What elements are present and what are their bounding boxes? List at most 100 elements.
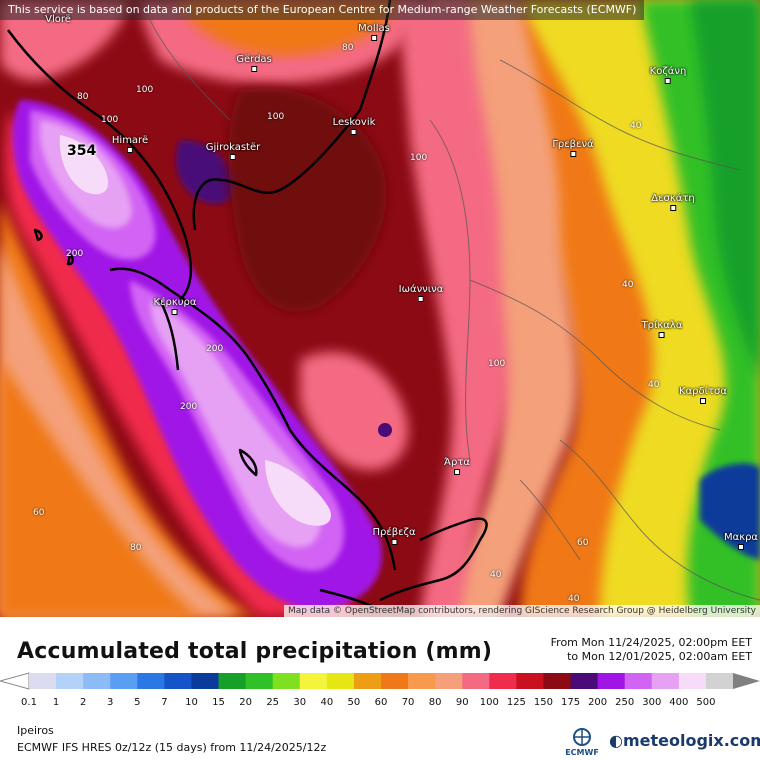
map-attribution[interactable]: Map data © OpenStreetMap contributors, r… xyxy=(284,605,760,617)
chart-title: Accumulated total precipitation (mm) xyxy=(17,639,493,664)
legend-tick-label: 70 xyxy=(401,697,415,708)
city-label[interactable]: Gërdas xyxy=(236,54,272,72)
legend-tick-label: 60 xyxy=(374,697,388,708)
contour-label: 40 xyxy=(490,570,502,580)
city-label[interactable]: Κοζάνη xyxy=(649,66,687,84)
city-name: Δεσκάτη xyxy=(651,193,695,204)
legend-swatch xyxy=(489,673,517,689)
legend-tick-label: 2 xyxy=(79,697,87,708)
city-name: Gjirokastër xyxy=(205,142,261,153)
city-marker xyxy=(664,78,671,84)
legend-swatch xyxy=(408,673,436,689)
legend-arrow-low xyxy=(0,672,30,690)
legend-tick-label: 80 xyxy=(428,697,442,708)
legend-swatch xyxy=(56,673,84,689)
contour-label: 40 xyxy=(648,380,660,390)
city-label[interactable]: Ιωάννινα xyxy=(398,284,444,302)
city-marker xyxy=(391,539,397,545)
contour-label: 200 xyxy=(66,249,84,259)
precipitation-map[interactable]: This service is based on data and produc… xyxy=(0,0,760,617)
legend-swatch xyxy=(299,673,328,689)
city-marker xyxy=(370,35,377,41)
legend-swatch xyxy=(462,673,490,689)
color-scale-legend xyxy=(0,672,760,690)
city-name: Κοζάνη xyxy=(649,66,687,77)
city-marker xyxy=(659,332,665,338)
ecmwf-data-notice: This service is based on data and produc… xyxy=(0,0,645,20)
city-label[interactable]: Leskovik xyxy=(333,117,375,135)
city-name: Ιωάννινα xyxy=(398,284,444,295)
period-from: From Mon 11/24/2025, 02:00pm EET xyxy=(550,636,752,649)
legend-swatch xyxy=(353,673,382,689)
region-name: Ipeiros xyxy=(17,724,54,737)
city-name: Himarë xyxy=(111,135,149,146)
brand-text: meteologix.com xyxy=(622,731,760,750)
legend-swatch xyxy=(245,673,274,689)
contour-label: 100 xyxy=(488,359,506,369)
legend-swatch xyxy=(218,673,247,689)
legend-tick-label: 250 xyxy=(615,697,635,708)
legend-tick-label: 3 xyxy=(107,697,114,708)
legend-swatch xyxy=(516,673,544,689)
city-marker xyxy=(738,544,744,550)
city-marker xyxy=(251,66,257,72)
city-marker xyxy=(569,151,576,157)
legend-swatch xyxy=(164,673,192,689)
city-name: Άρτα xyxy=(444,457,470,468)
legend-swatch xyxy=(570,673,599,689)
meteologix-brand[interactable]: ◐meteologix.com xyxy=(609,731,760,750)
city-marker xyxy=(127,147,133,153)
contour-label: 80 xyxy=(130,543,142,553)
city-marker xyxy=(172,309,178,315)
city-label[interactable]: Δεσκάτη xyxy=(651,193,695,211)
legend-swatch xyxy=(137,673,165,689)
city-label[interactable]: Gjirokastër xyxy=(206,142,260,160)
legend-tick-label: 175 xyxy=(560,697,581,708)
legend-swatch xyxy=(326,673,355,689)
city-label[interactable]: Mollas xyxy=(358,23,390,41)
ecmwf-logo[interactable]: ECMWF xyxy=(560,727,604,757)
city-name: Κέρκυρα xyxy=(153,297,197,308)
legend-tick-label: 10 xyxy=(185,697,198,708)
legend-swatch xyxy=(624,673,653,689)
legend-arrow-high xyxy=(733,673,760,689)
city-label[interactable]: Himarë xyxy=(112,135,148,153)
contour-label: 40 xyxy=(622,280,634,290)
model-info: ECMWF IFS HRES 0z/12z (15 days) from 11/… xyxy=(17,741,327,754)
city-label[interactable]: Γρεβενά xyxy=(552,139,594,157)
legend-tick-label: 15 xyxy=(212,697,225,708)
city-marker xyxy=(229,154,236,160)
contour-label: 100 xyxy=(101,115,119,125)
legend-tick-label: 7 xyxy=(161,697,168,708)
legend-swatch xyxy=(651,673,680,689)
legend-tick-label: 0.1 xyxy=(21,697,37,708)
period-to: to Mon 12/01/2025, 02:00am EET xyxy=(567,650,752,663)
city-label[interactable]: Καρδίτσα xyxy=(679,386,727,404)
city-label[interactable]: Vlorë xyxy=(45,14,71,25)
legend-swatch xyxy=(272,673,301,689)
legend-tick-label: 5 xyxy=(134,697,141,708)
legend-swatch xyxy=(110,673,138,689)
legend-swatch xyxy=(597,673,626,689)
city-marker xyxy=(670,205,676,211)
legend-tick-label: 500 xyxy=(696,697,716,708)
city-label[interactable]: Άρτα xyxy=(444,457,470,475)
legend-tick-labels: 0.1 1 2 3 5 7 10 15 20 25 30 40 50 60 70 80 90 100 125 150 1… xyxy=(0,697,760,711)
meteologix-logo-icon: ◐ xyxy=(609,731,623,750)
legend-tick-label: 300 xyxy=(642,697,662,708)
legend-swatch xyxy=(29,673,57,689)
legend-tick-label: 400 xyxy=(669,697,689,708)
legend-swatch xyxy=(543,673,572,689)
contour-label: 40 xyxy=(568,594,580,604)
city-label[interactable]: Τρίκαλα xyxy=(642,320,682,338)
legend-swatch xyxy=(191,673,220,689)
legend-tick-label: 50 xyxy=(347,697,361,708)
city-label[interactable]: Κέρκυρα xyxy=(153,297,197,315)
city-label[interactable]: Μακρα xyxy=(724,532,758,550)
legend-swatch xyxy=(83,673,111,689)
city-marker xyxy=(351,129,357,135)
contour-label: 200 xyxy=(180,402,198,412)
city-label[interactable]: Πρέβεζα xyxy=(372,527,416,545)
contour-label: 100 xyxy=(267,112,285,122)
city-name: Πρέβεζα xyxy=(372,527,416,538)
